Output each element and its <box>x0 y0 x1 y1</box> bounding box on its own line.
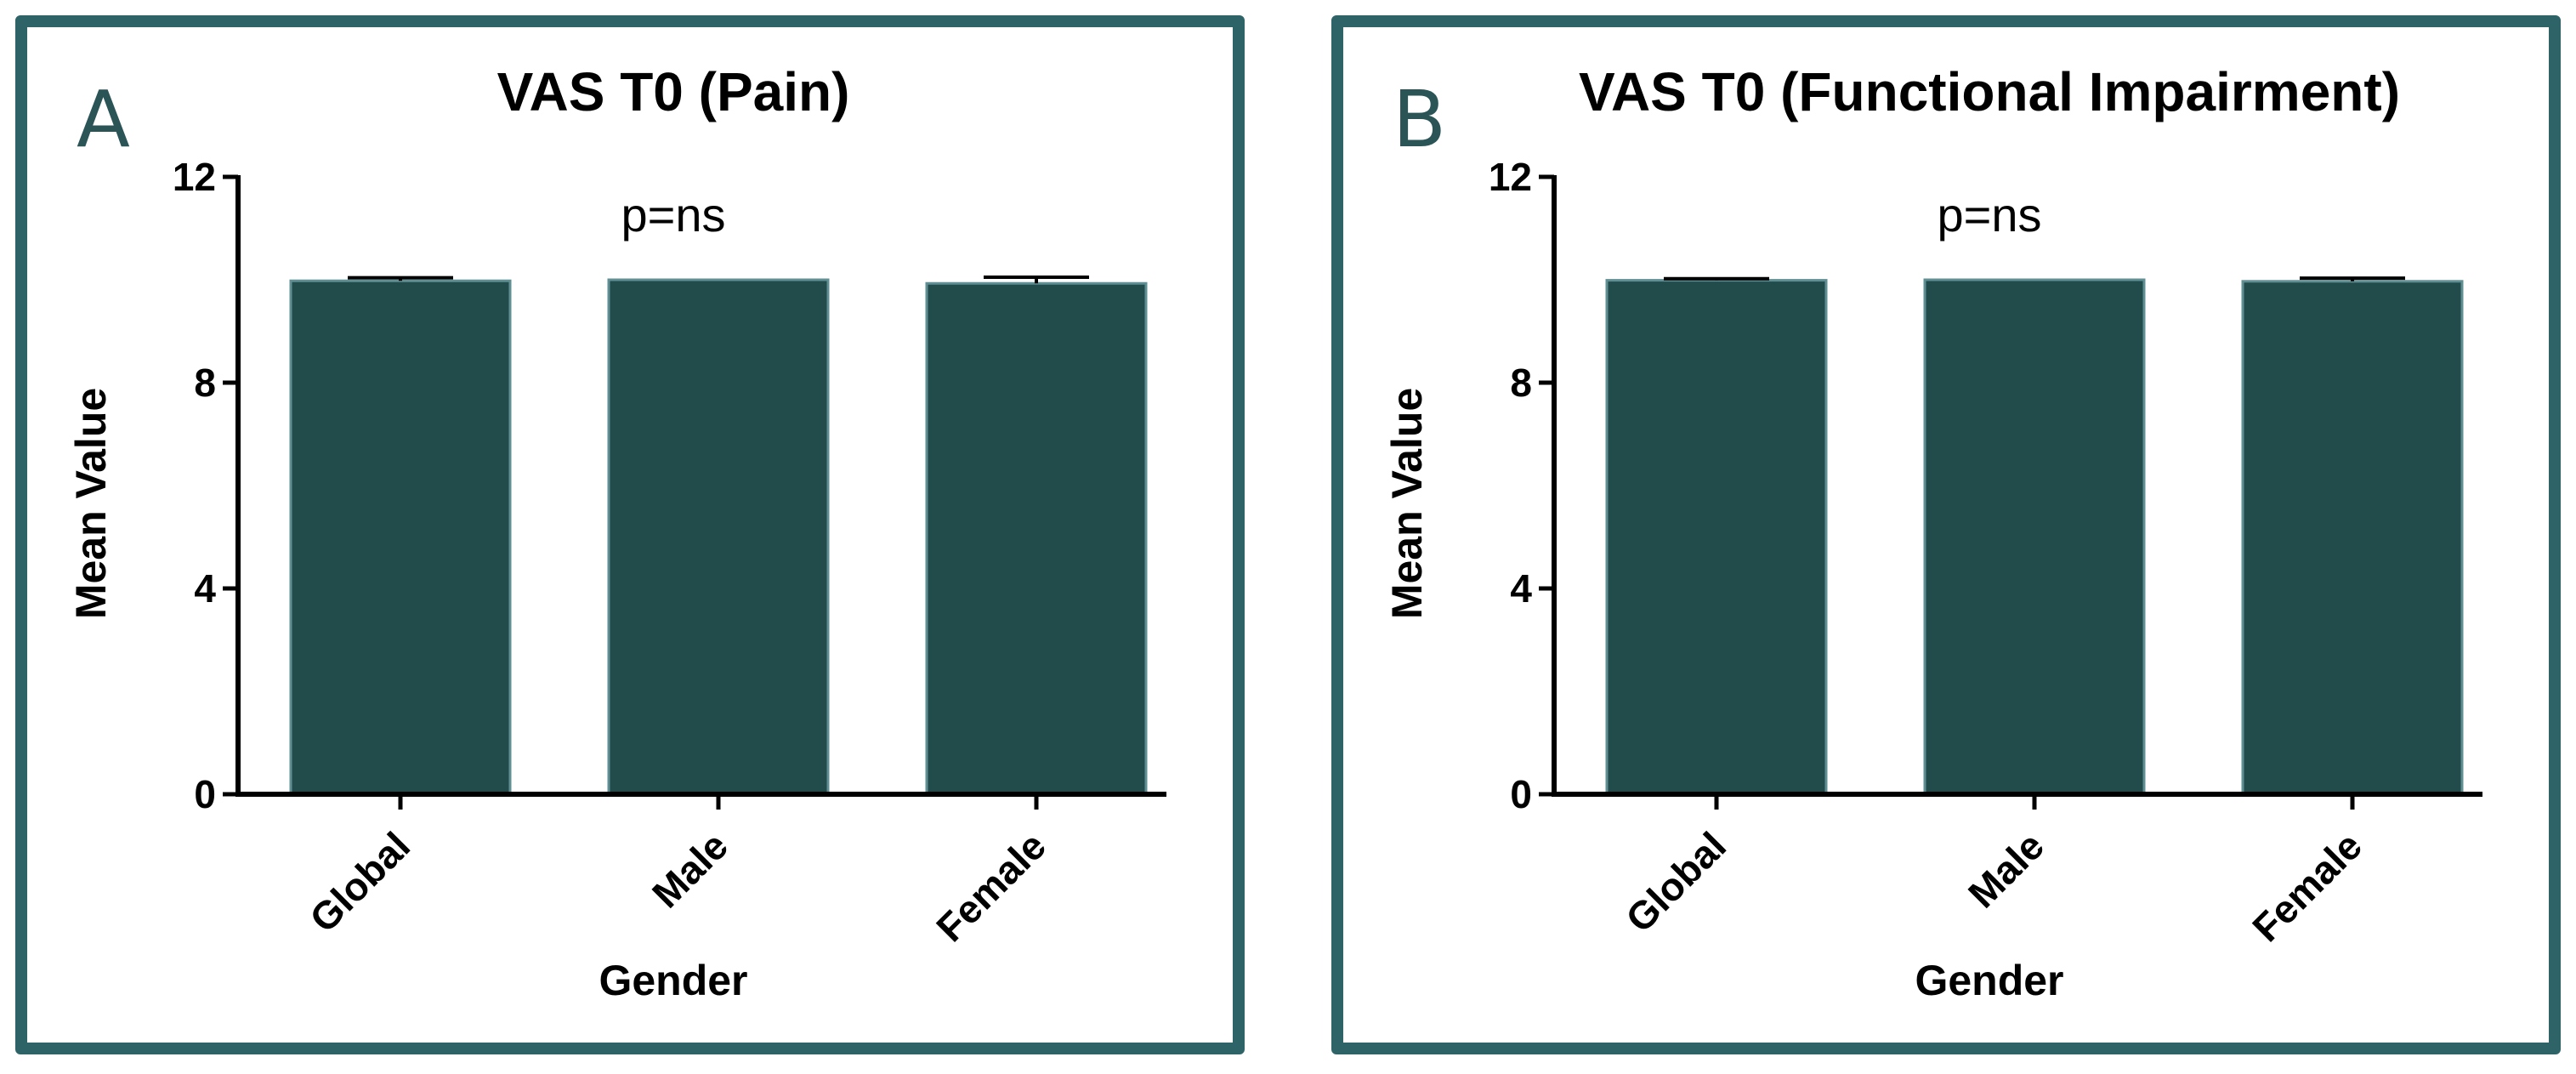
plot-area: Global Male Female 0 4 8 12 <box>1489 155 2482 950</box>
y-tick-label: 8 <box>194 361 216 405</box>
y-tick-label: 12 <box>1489 155 1532 199</box>
x-axis-label: Gender <box>1915 957 2063 1004</box>
panel-label: A <box>77 74 130 165</box>
y-tick-label: 12 <box>173 155 216 199</box>
bar-female <box>2241 280 2464 796</box>
panel-label: B <box>1393 74 1446 165</box>
bar-female <box>925 281 1148 796</box>
y-tick-label: 0 <box>1510 772 1532 816</box>
bar-male <box>1923 278 2146 796</box>
y-axis-label: Mean Value <box>1383 388 1431 619</box>
bar-global <box>1605 279 1828 796</box>
y-tick-label: 4 <box>1510 566 1532 611</box>
category-label: Male <box>644 823 736 916</box>
chart-panel-b: B VAS T0 (Functional Impairment) p=ns Me… <box>1331 15 2561 1054</box>
chart-title: VAS T0 (Pain) <box>497 61 850 122</box>
chart-b: B VAS T0 (Functional Impairment) p=ns Me… <box>1383 61 2482 1004</box>
x-axis-label: Gender <box>599 957 747 1004</box>
chart-panel-a: A VAS T0 (Pain) p=ns Mean Value Gender G… <box>15 15 1245 1054</box>
bar-male <box>607 278 830 796</box>
category-label: Male <box>1960 823 2052 916</box>
significance-annotation: p=ns <box>621 188 726 242</box>
category-label: Global <box>1617 823 1734 940</box>
plot-area: Global Male Female 0 4 8 12 <box>173 155 1166 950</box>
chart-a: A VAS T0 (Pain) p=ns Mean Value Gender G… <box>67 61 1166 1004</box>
y-tick-label: 8 <box>1510 361 1532 405</box>
chart-title: VAS T0 (Functional Impairment) <box>1579 61 2400 122</box>
category-label: Female <box>2244 823 2370 950</box>
category-label: Global <box>301 823 418 940</box>
y-tick-label: 0 <box>194 772 216 816</box>
significance-annotation: p=ns <box>1938 188 2042 242</box>
bar-global <box>289 279 512 796</box>
y-axis-label: Mean Value <box>67 388 115 619</box>
y-tick-label: 4 <box>194 566 216 611</box>
category-label: Female <box>928 823 1054 950</box>
